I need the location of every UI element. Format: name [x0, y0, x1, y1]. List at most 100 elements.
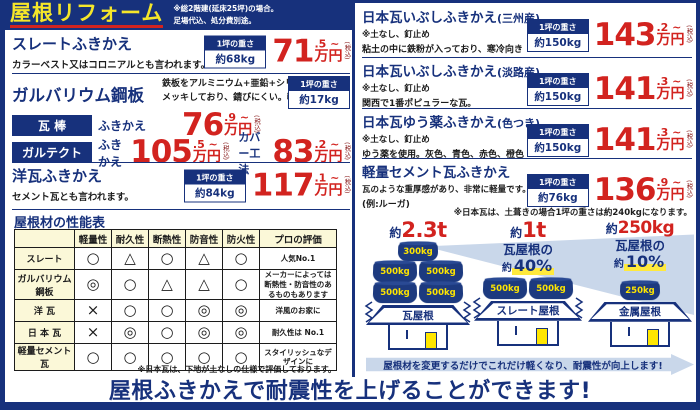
item-price-block: 1坪の重さ 約76kg 136 .9 ~ 万円 (税込) [526, 172, 693, 209]
item-title: 軽量セメント瓦ふきかえ [362, 165, 511, 181]
weight-badge: 1坪の重さ 約68kg [204, 35, 267, 69]
tax-included-label: (税込) [343, 142, 351, 161]
galvalume-desc-line2: メッキしており、錆びにくい。軽くて丈夫。 [162, 92, 341, 103]
roof-type-label: 金属屋根 [619, 306, 661, 319]
group-tile-roof: 約2.3t 300kg 500kg 500kg 500kg 500kg 瓦屋根 [364, 220, 472, 350]
item-light-cement: 軽量セメント瓦ふきかえ 瓦のような重厚感があり、非常に軽量です。 (例:ルーガ)… [362, 161, 693, 210]
weight-badge-value: 約76kg [527, 189, 588, 206]
improvement-arrow-banner: 屋根材を変更するだけでこれだけ軽くなり、耐震性が向上します! [366, 354, 694, 375]
percent-value: 10% [623, 252, 667, 272]
evaluation-cell: 耐久性は No.1 [259, 321, 337, 345]
door-icon [425, 332, 438, 348]
rating-cell: ○ [185, 343, 223, 372]
kawarabo-chip: 瓦 棒 [12, 115, 92, 136]
rating-cell: ○ [222, 247, 260, 270]
price-unit: 万円 [656, 86, 685, 103]
galvalume-desc: 鉄板をアルミニウム+亜鉛+シリコンで メッキしており、錆びにくい。軽くて丈夫。 [162, 78, 341, 105]
weight-badge: 1坪の重さ 約150kg [526, 73, 589, 106]
item-title: 日本瓦いぶしふきかえ [362, 64, 497, 80]
weight-badge: 1坪の重さ 約76kg [526, 174, 589, 207]
price-decimal: .9 ~ [224, 111, 250, 125]
rating-cell: ○ [74, 247, 112, 270]
row-label: 洋 瓦 [14, 299, 75, 323]
price-decimal: .2 ~ [656, 21, 682, 35]
weight-pot: 500kg [528, 279, 574, 299]
price-unit: 万円 [656, 32, 685, 49]
row-label: スレート [14, 247, 75, 270]
rating-cell: × [74, 321, 112, 345]
approx-label: 約 [605, 222, 618, 236]
table-header: 耐久性 [111, 229, 149, 248]
group-metal-roof: 約250kg 瓦屋根の 約 10% 250kg 金属屋根 [588, 220, 692, 347]
approx-label: 約 [613, 259, 624, 271]
item-desc: 関西で1番ポピュラーな瓦。 [362, 99, 477, 109]
slate-desc: カラーベスト又はコロニアルとも言われます。 [12, 60, 211, 71]
table-footnote: ※日本瓦は、下地が土なしの仕様で評価しております。 [137, 365, 337, 374]
weight-pot: 500kg [482, 279, 528, 299]
approx-label: 約 [389, 226, 402, 240]
rating-cell: △ [148, 268, 186, 301]
column-divider [352, 0, 355, 377]
weight-badge-caption: 1坪の重さ [527, 125, 588, 139]
roof-type-label: スレート屋根 [496, 305, 560, 318]
rating-cell: △ [185, 268, 223, 301]
cover-method-label: カバー工法 [238, 130, 261, 176]
row-label: ガルバリウム鋼板 [14, 268, 75, 301]
weight-badge-value: 約150kg [527, 34, 588, 51]
bottom-banner: 屋根ふきかえで耐震性を上げることができます! [0, 376, 700, 404]
item-price-block: 1坪の重さ 約150kg 143 .2 ~ 万円 (税込) [526, 19, 693, 52]
evaluation-cell: 洋風のお家に [259, 299, 337, 323]
tax-included-label: (税込) [343, 175, 351, 194]
house-body [496, 320, 560, 346]
kawarabo-price: 76 .9 ~ 万円 (税込) [182, 107, 261, 144]
price-number: 141 [593, 71, 657, 108]
top-border [352, 0, 700, 3]
table-row: 軽量セメント瓦 ○ ○ ○ ○ ○ スタイリッシュなデザインに [14, 343, 337, 372]
rating-cell: × [74, 299, 112, 323]
weight-badge: 1坪の重さ 約17kg [288, 76, 350, 109]
price-number: 76 [182, 107, 224, 144]
pressure-zigzag-icon [472, 297, 482, 319]
arrow-banner-text: 屋根材を変更するだけでこれだけ軽くなり、耐震性が向上します! [383, 360, 663, 372]
pressure-zigzag-icon [364, 301, 374, 323]
performance-table: 軽量性 耐久性 断熱性 防音性 防火性 プロの評価 スレート ○ △ ○ △ ○… [14, 229, 337, 372]
galvalume-title: ガルバリウム鋼板 [12, 86, 144, 105]
price-decimal: .5 ~ [314, 37, 340, 51]
weight-pot: 500kg [372, 262, 418, 283]
tax-included-label: (税込) [343, 41, 351, 60]
table-row: スレート ○ △ ○ △ ○ 人気No.1 [14, 247, 337, 270]
total-weight: 250kg [617, 218, 675, 238]
weight-badge-value: 約150kg [527, 88, 588, 105]
section-galvalume: ガルバリウム鋼板 鉄板をアルミニウム+亜鉛+シリコンで メッキしており、錆びにく… [12, 76, 351, 176]
left-border [0, 0, 5, 402]
evaluation-cell: メーカーによっては断熱性・防音性のあるものもあります [259, 268, 337, 301]
price-unit: 万円 [224, 122, 253, 139]
percent-note-line1: 瓦屋根の [502, 242, 553, 257]
rating-cell: ○ [111, 268, 149, 301]
price-decimal: .1 ~ [314, 171, 340, 185]
item-price: 136 .9 ~ 万円 (税込) [593, 172, 693, 209]
table-header-row: 軽量性 耐久性 断熱性 防音性 防火性 プロの評価 [14, 229, 337, 248]
rating-cell: ○ [148, 299, 186, 323]
item-price-block: 1坪の重さ 約150kg 141 .3 ~ 万円 (税込) [526, 122, 693, 159]
price-number: 136 [593, 172, 657, 209]
approx-label: 約 [510, 226, 523, 240]
galvalume-desc-line1: 鉄板をアルミニウム+亜鉛+シリコンで [162, 79, 321, 89]
weight-badge-caption: 1坪の重さ [527, 175, 588, 189]
rating-cell: △ [185, 247, 223, 270]
price-number: 141 [593, 122, 657, 159]
divider [12, 162, 350, 163]
weight-badge-value: 約84kg [184, 184, 245, 202]
row-label: 軽量セメント瓦 [14, 343, 75, 372]
pressure-zigzag-icon [462, 301, 472, 323]
rating-cell: △ [111, 247, 149, 270]
price-unit: 万円 [656, 187, 685, 204]
weight-pot: 300kg [397, 243, 439, 262]
fukikae-label: ふきかえ [98, 119, 147, 133]
item-price: 141 .3 ~ 万円 (税込) [593, 122, 693, 159]
price-unit: 万円 [656, 137, 685, 154]
total-weight: 1t [522, 218, 546, 242]
rating-cell: ◎ [222, 299, 260, 323]
galtect-chip: ガルテクト [12, 142, 92, 163]
